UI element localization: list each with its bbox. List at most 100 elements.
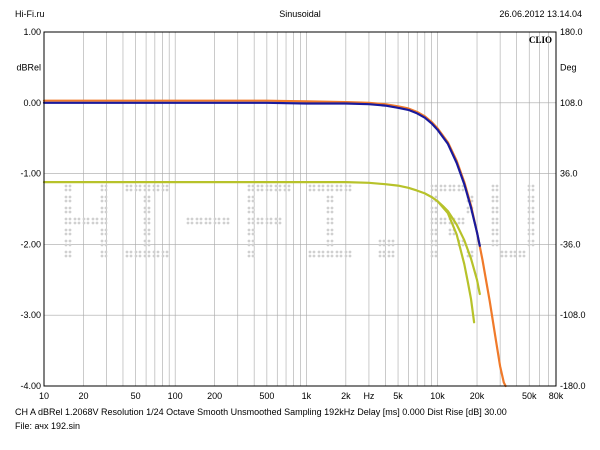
watermark-dot [64,232,68,236]
watermark-dot [204,221,208,225]
watermark-dot [339,254,343,258]
y-tick-label: -4.00 [20,381,41,391]
watermark-dot [147,221,151,225]
watermark-dot [527,210,531,214]
watermark-dot [95,221,99,225]
watermark-dot [491,206,495,210]
watermark-dot [495,243,499,247]
watermark-dot [504,254,508,258]
watermark-dot [326,206,330,210]
watermark-dot [222,217,226,221]
watermark-dot [308,184,312,188]
watermark-dot [104,195,108,199]
watermark-dot [330,188,334,192]
watermark-dot [452,184,456,188]
watermark-dot [186,221,190,225]
watermark-dot [143,239,147,243]
watermark-dot [448,184,452,188]
watermark-dot [434,217,438,221]
x-tick-label: 80k [549,391,564,401]
watermark-dot [161,184,165,188]
watermark-dot [457,184,461,188]
watermark-dot [434,232,438,236]
watermark-dot [222,221,226,225]
watermark-dot [64,199,68,203]
x-tick-label: 50k [522,391,537,401]
watermark-dot [251,221,255,225]
watermark-dot [531,228,535,232]
watermark-dot [147,188,151,192]
watermark-dot [64,217,68,221]
watermark-dot [265,188,269,192]
watermark-dot [339,184,343,188]
watermark-dot [518,250,522,254]
watermark-dot [100,217,104,221]
watermark-dot [125,250,129,254]
watermark-dot [448,232,452,236]
watermark-dot [104,243,108,247]
y-axis-label: dBRel [16,62,41,72]
watermark-dot [531,243,535,247]
watermark-dot [531,217,535,221]
watermark-dot [143,232,147,236]
watermark-dot [143,217,147,221]
watermark-dot [138,254,142,258]
watermark-dot [82,221,86,225]
watermark-dot [104,210,108,214]
x-tick-label: 10 [39,391,49,401]
watermark-dot [527,232,531,236]
watermark-dot [274,217,278,221]
watermark-dot [330,195,334,199]
watermark-dot [430,210,434,214]
watermark-dot [308,250,312,254]
watermark-dot [495,188,499,192]
watermark-dot [134,250,138,254]
watermark-dot [68,199,72,203]
header-datetime: 26.06.2012 13.14.04 [499,9,582,19]
watermark-dot [491,217,495,221]
watermark-dot [64,254,68,258]
watermark-dot [391,250,395,254]
watermark-dot [527,195,531,199]
watermark-dot [217,217,221,221]
watermark-dot [100,184,104,188]
watermark-dot [387,254,391,258]
watermark-dot [91,217,95,221]
watermark-dot [161,250,165,254]
series-line-2 [42,101,481,247]
watermark-dot [491,228,495,232]
watermark-dot [129,250,133,254]
watermark-dot [104,221,108,225]
watermark-dot [68,243,72,247]
watermark-dot [134,188,138,192]
watermark-dot [165,188,169,192]
watermark-dot [500,254,504,258]
watermark-dot [439,184,443,188]
watermark-dot [195,217,199,221]
watermark-dot [527,188,531,192]
watermark-dot [430,199,434,203]
watermark-dot [186,217,190,221]
watermark-dot [513,250,517,254]
header-mode: Sinusoidal [279,9,321,19]
watermark-dot [190,221,194,225]
x-tick-label: 1k [302,391,312,401]
watermark-dot [378,239,382,243]
watermark-dot [147,239,151,243]
watermark-dot [531,221,535,225]
watermark-dot [129,184,133,188]
watermark-dot [274,188,278,192]
y2-tick-label: -108.0 [560,310,586,320]
y2-tick-label: 108.0 [560,98,583,108]
watermark-dot [531,210,535,214]
watermark-dot [378,243,382,247]
watermark-dot [156,184,160,188]
watermark-dot [64,188,68,192]
watermark-dot [382,254,386,258]
watermark-dot [278,217,282,221]
watermark-dot [531,239,535,243]
watermark-dot [466,210,470,214]
watermark-dot [335,184,339,188]
watermark-dot [147,206,151,210]
